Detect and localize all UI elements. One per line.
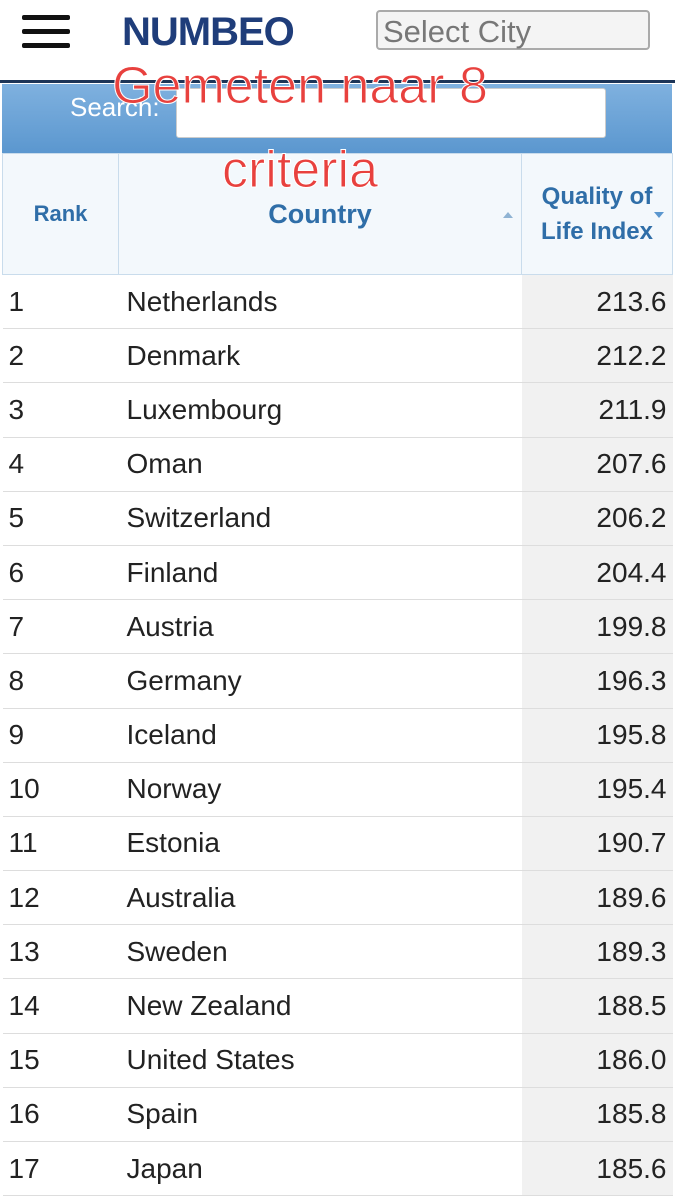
country-cell: New Zealand	[118, 978, 522, 1034]
index-cell: 186.0	[521, 1033, 673, 1088]
table-row: 2 Denmark 212.2	[2, 328, 673, 384]
column-header-text: Country	[268, 198, 372, 229]
search-input[interactable]	[176, 88, 606, 138]
table-row: 14 New Zealand 188.5	[2, 978, 673, 1034]
table-row: 5 Switzerland 206.2	[2, 491, 673, 546]
table-row: 3 Luxembourg 211.9	[2, 382, 673, 438]
table-row: 13 Sweden 189.3	[2, 924, 673, 980]
index-cell: 204.4	[521, 545, 673, 601]
index-cell: 185.8	[521, 1087, 673, 1143]
index-cell: 196.3	[521, 653, 673, 709]
table-row: 15 United States 186.0	[2, 1033, 673, 1088]
sort-arrow	[654, 212, 664, 218]
table-row: 1 Netherlands 213.6	[2, 274, 673, 330]
index-cell: 190.7	[521, 816, 673, 872]
top-bar: NUMBEO Select City	[0, 0, 675, 83]
index-cell: 199.8	[521, 599, 673, 655]
country-cell: Iceland	[118, 708, 522, 763]
column-header[interactable]: Rank	[2, 153, 119, 275]
sort-arrow	[503, 212, 513, 218]
rank-cell: 3	[2, 382, 119, 438]
search-label: Search:	[70, 92, 160, 122]
search-bar: Search:	[2, 84, 672, 153]
index-cell: 189.3	[521, 924, 673, 980]
rank-cell: 14	[2, 978, 119, 1034]
country-cell: Norway	[118, 762, 522, 817]
index-cell: 213.6	[521, 274, 673, 330]
rank-cell: 10	[2, 762, 119, 817]
country-cell: Australia	[118, 870, 522, 926]
rank-cell: 1	[2, 274, 119, 330]
country-cell: Denmark	[118, 328, 522, 384]
country-cell: Finland	[118, 545, 522, 601]
rank-cell: 4	[2, 437, 119, 492]
country-cell: Germany	[118, 653, 522, 709]
index-cell: 189.6	[521, 870, 673, 926]
country-cell: Netherlands	[118, 274, 522, 330]
table-row: 10 Norway 195.4	[2, 762, 673, 817]
country-cell: Spain	[118, 1087, 522, 1143]
index-cell: 206.2	[521, 491, 673, 546]
country-cell: Estonia	[118, 816, 522, 872]
ranking-table: Rank Country Quality of Life Index 1 Neth…	[2, 153, 673, 1197]
index-cell: 188.5	[521, 978, 673, 1034]
table-row: 6 Finland 204.4	[2, 545, 673, 601]
table-row: 16 Spain 185.8	[2, 1087, 673, 1143]
rank-cell: 9	[2, 708, 119, 763]
country-cell: Sweden	[118, 924, 522, 980]
country-cell: Austria	[118, 599, 522, 655]
index-cell: 211.9	[521, 382, 673, 438]
rank-cell: 11	[2, 816, 119, 872]
country-cell: Oman	[118, 437, 522, 492]
table-row: 11 Estonia 190.7	[2, 816, 673, 872]
table-row: 9 Iceland 195.8	[2, 708, 673, 763]
index-cell: 207.6	[521, 437, 673, 492]
index-cell: 195.8	[521, 708, 673, 763]
rank-cell: 16	[2, 1087, 119, 1143]
rank-cell: 8	[2, 653, 119, 709]
country-cell: Switzerland	[118, 491, 522, 546]
table-row: 17 Japan 185.6	[2, 1141, 673, 1197]
table-row: 8 Germany 196.3	[2, 653, 673, 709]
rank-cell: 5	[2, 491, 119, 546]
rank-cell: 6	[2, 545, 119, 601]
index-cell: 195.4	[521, 762, 673, 817]
country-cell: Luxembourg	[118, 382, 522, 438]
rank-cell: 7	[2, 599, 119, 655]
rank-cell: 12	[2, 870, 119, 926]
country-cell: United States	[118, 1033, 522, 1088]
overlay-text: Gemeten naar 8	[112, 57, 489, 116]
rank-cell: 17	[2, 1141, 119, 1197]
logo[interactable]: NUMBEO	[122, 10, 295, 54]
table-body: 1 Netherlands 213.6 2 Denmark 212.2 3 Luxembour…	[2, 274, 673, 1197]
rank-cell: 2	[2, 328, 119, 384]
table-row: 7 Austria 199.8	[2, 599, 673, 655]
column-header[interactable]: Quality of Life Index	[521, 153, 673, 275]
menu-button[interactable]	[22, 15, 70, 49]
index-cell: 185.6	[521, 1141, 673, 1197]
rank-cell: 13	[2, 924, 119, 980]
rank-cell: 15	[2, 1033, 119, 1088]
table-row: 4 Oman 207.6	[2, 437, 673, 492]
overlay-text: criteria	[221, 141, 379, 200]
table-row: 12 Australia 189.6	[2, 870, 673, 926]
country-cell: Japan	[118, 1141, 522, 1197]
column-header-text: Quality of Life Index	[540, 183, 654, 245]
index-cell: 212.2	[521, 328, 673, 384]
city-select[interactable]: Select City	[376, 10, 650, 50]
